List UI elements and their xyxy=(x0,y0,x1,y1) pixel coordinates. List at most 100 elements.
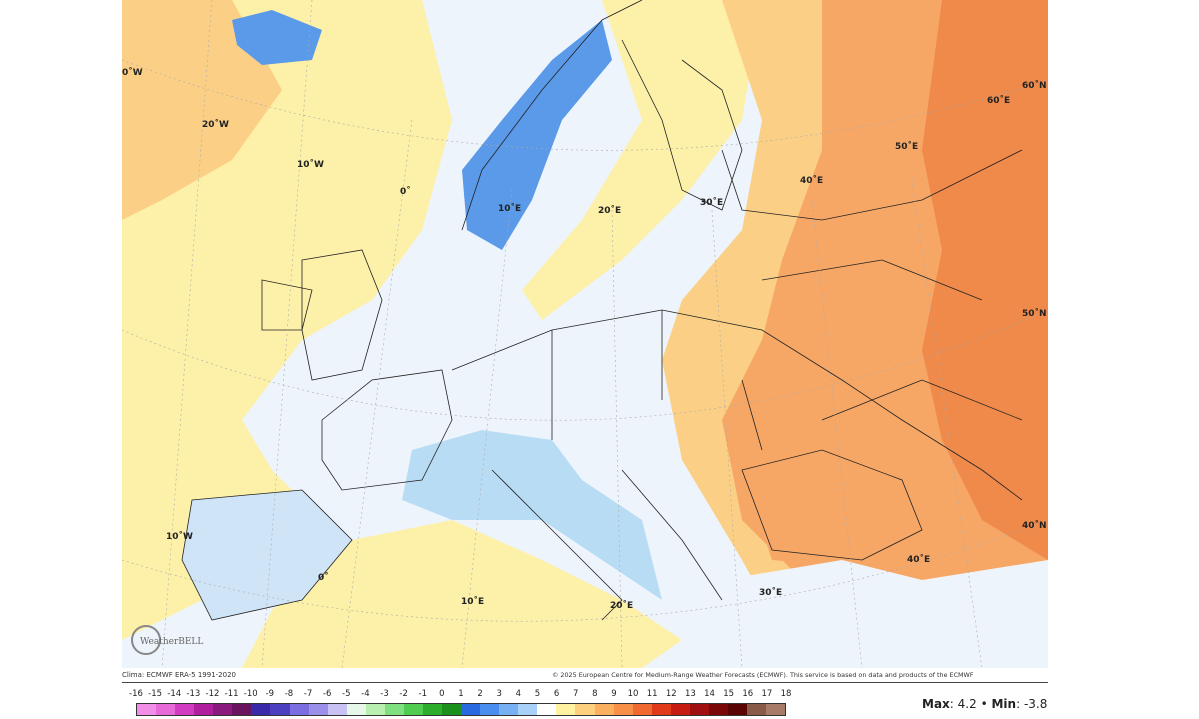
lon-label: 10˚E xyxy=(461,597,485,607)
colorbar-swatch xyxy=(270,704,290,715)
colorbar-swatch xyxy=(346,704,366,715)
min-value: -3.8 xyxy=(1023,697,1048,711)
colorbar-swatch xyxy=(403,704,423,715)
colorbar-swatch xyxy=(651,704,671,715)
lat-label: 50˚N xyxy=(1022,309,1047,319)
colorbar-swatch xyxy=(556,704,576,715)
map-canvas: WeatherBELL xyxy=(121,0,1049,669)
separator: • xyxy=(980,697,988,711)
colorbar-tick-label: 14 xyxy=(704,689,715,699)
colorbar-tick-label: -15 xyxy=(148,689,163,699)
colorbar-swatch xyxy=(213,704,233,715)
max-label: Max xyxy=(922,697,950,711)
colorbar-swatch xyxy=(670,704,690,715)
colorbar-swatch xyxy=(747,704,767,715)
colorbar-tick-label: 3 xyxy=(496,689,502,699)
colorbar-tick-label: -5 xyxy=(342,689,351,699)
colorbar-tick-label: -11 xyxy=(224,689,239,699)
colorbar-swatch xyxy=(232,704,252,715)
lat-label: 60˚N xyxy=(1022,81,1047,91)
colorbar-swatch xyxy=(480,704,500,715)
colorbar-tick-label: 10 xyxy=(627,689,639,699)
colorbar-tick-label: -1 xyxy=(418,689,427,699)
colorbar-tick-label: 12 xyxy=(665,689,677,699)
lon-label: 0˚W xyxy=(122,68,143,78)
colorbar-tick-label: 15 xyxy=(723,689,735,699)
warmest-region-russia xyxy=(922,0,1048,560)
colorbar-swatch xyxy=(137,704,157,715)
lon-label: 0˚ xyxy=(318,573,329,583)
lon-label: 40˚E xyxy=(907,555,931,565)
colorbar-tick-label: 1 xyxy=(458,689,464,699)
colorbar-swatch xyxy=(175,704,195,715)
cold-region-iceland xyxy=(232,10,322,65)
colorbar-swatch xyxy=(365,704,385,715)
colorbar-tick-label: -13 xyxy=(186,689,201,699)
colorbar-swatch xyxy=(194,704,214,715)
colorbar-swatch xyxy=(461,704,481,715)
colorbar-swatch xyxy=(594,704,614,715)
colorbar-swatch xyxy=(327,704,347,715)
max-min-stats: Max: 4.2 • Min: -3.8 xyxy=(922,697,1048,711)
colorbar-swatch xyxy=(442,704,462,715)
colorbar-swatch xyxy=(422,704,442,715)
colorbar-tick-label: 0 xyxy=(439,689,445,699)
colorbar-tick-label: 8 xyxy=(592,689,598,699)
colorbar-tick-label: 17 xyxy=(761,689,773,699)
max-value: 4.2 xyxy=(957,697,977,711)
colorbar-tick-label: -4 xyxy=(361,689,370,699)
colorbar-tick-label: -7 xyxy=(303,689,313,699)
colorbar-tick-label: -3 xyxy=(380,689,389,699)
colorbar-tick-label: 13 xyxy=(684,689,696,699)
ecmwf-copyright: © 2025 European Centre for Medium-Range … xyxy=(552,671,974,679)
colorbar-swatch xyxy=(632,704,652,715)
logo-text: WeatherBELL xyxy=(140,637,203,647)
weatherbell-logo: WeatherBELL xyxy=(131,625,203,655)
lon-label: 10˚W xyxy=(166,532,193,542)
colorbar-swatch xyxy=(766,704,786,715)
lat-label: 40˚N xyxy=(1022,521,1047,531)
temperature-anomaly-map: WeatherBELL xyxy=(121,0,1049,669)
colorbar-swatch xyxy=(384,704,404,715)
colorbar-tick-label: 18 xyxy=(780,689,792,699)
colorbar-swatch xyxy=(518,704,538,715)
colorbar-tick-label: -16 xyxy=(129,689,143,699)
lon-label: 50˚E xyxy=(895,142,919,152)
colorbar-tick-label: -14 xyxy=(167,689,182,699)
colorbar-tick-label: 11 xyxy=(646,689,658,699)
colorbar-tick-label: 5 xyxy=(534,689,541,699)
colorbar-tick-label: -12 xyxy=(205,689,220,699)
colorbar-tick-label: -9 xyxy=(265,689,275,699)
colorbar-tick-label: 9 xyxy=(611,689,617,699)
lon-label: 10˚E xyxy=(498,204,522,214)
cold-region-norway xyxy=(462,20,612,250)
colorbar-tick-label: 6 xyxy=(553,689,560,699)
lon-label: 60˚E xyxy=(987,96,1011,106)
min-label: Min xyxy=(991,697,1017,711)
colorbar-swatch xyxy=(575,704,595,715)
colorbar-swatch xyxy=(708,704,728,715)
lon-label: 30˚E xyxy=(700,198,724,208)
colorbar-tick-label: 16 xyxy=(742,689,754,699)
divider xyxy=(122,682,1048,683)
warmer-region-blacksea xyxy=(742,470,922,570)
colorbar-swatch xyxy=(251,704,271,715)
lon-label: 20˚W xyxy=(202,120,229,130)
colorbar xyxy=(136,703,786,716)
colorbar-swatch xyxy=(156,704,176,715)
colorbar-swatch xyxy=(308,704,328,715)
cool-region-turkey xyxy=(722,560,1048,668)
colorbar-swatch xyxy=(289,704,309,715)
colorbar-tick-label: 4 xyxy=(515,689,522,699)
graticule xyxy=(121,0,1049,669)
warm-region-mediterranean xyxy=(242,520,682,668)
warm-region-iceland-atlantic xyxy=(122,0,282,220)
colorbar-tick-label: 7 xyxy=(572,689,579,699)
coastlines-borders xyxy=(181,0,1023,621)
colorbar-tick-label: -10 xyxy=(243,689,258,699)
colorbar-tick-label: 2 xyxy=(477,689,483,699)
lon-label: 10˚W xyxy=(297,160,324,170)
colorbar-swatch xyxy=(613,704,633,715)
warm-region-scandinavia xyxy=(522,0,762,320)
colorbar-swatch xyxy=(727,704,747,715)
